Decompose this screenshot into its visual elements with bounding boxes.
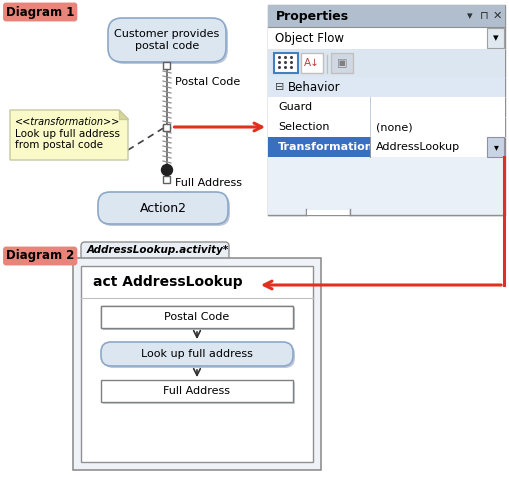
Text: A↓: A↓ — [303, 58, 319, 68]
Text: Diagram 1: Diagram 1 — [6, 6, 74, 19]
Text: ⊓: ⊓ — [479, 11, 488, 21]
Bar — [267, 5, 504, 215]
Bar — [163, 123, 170, 130]
Bar — [300, 53, 322, 73]
FancyBboxPatch shape — [98, 192, 228, 224]
Text: Object Flow: Object Flow — [274, 32, 344, 44]
Bar — [273, 53, 297, 73]
Text: Look up full address: Look up full address — [141, 349, 252, 359]
FancyBboxPatch shape — [108, 18, 225, 62]
Text: ▾: ▾ — [493, 142, 497, 152]
Bar — [267, 49, 504, 77]
Text: act AddressLookup: act AddressLookup — [93, 275, 242, 289]
Bar — [267, 137, 369, 157]
Text: from postal code: from postal code — [15, 140, 103, 150]
Polygon shape — [119, 110, 128, 119]
Text: Full Address: Full Address — [175, 177, 242, 187]
Text: Customer provides
postal code: Customer provides postal code — [114, 29, 219, 51]
Text: Full Address: Full Address — [163, 386, 230, 396]
Text: Guard: Guard — [277, 102, 312, 112]
Text: AddressLookup: AddressLookup — [375, 142, 459, 152]
Bar — [101, 306, 293, 328]
FancyBboxPatch shape — [110, 20, 228, 64]
Text: Action2: Action2 — [139, 202, 186, 215]
Bar — [73, 258, 320, 470]
Bar — [267, 97, 504, 117]
Text: Behavior: Behavior — [288, 80, 340, 94]
Text: Properties: Properties — [275, 10, 349, 22]
FancyBboxPatch shape — [103, 344, 294, 368]
FancyBboxPatch shape — [100, 194, 230, 226]
Text: Postal Code: Postal Code — [175, 77, 240, 87]
Bar — [163, 62, 170, 69]
Bar — [267, 77, 504, 215]
Bar — [101, 306, 293, 328]
Bar — [103, 382, 294, 404]
Text: AddressLookup.activity*: AddressLookup.activity* — [87, 245, 229, 255]
Circle shape — [161, 164, 172, 175]
Bar — [267, 117, 504, 137]
Text: Postal Code: Postal Code — [164, 312, 229, 322]
FancyBboxPatch shape — [101, 342, 293, 366]
Bar — [163, 175, 170, 183]
Bar — [330, 53, 352, 73]
Bar — [369, 137, 486, 157]
Text: ▾: ▾ — [466, 11, 472, 21]
Text: (none): (none) — [375, 122, 412, 132]
Text: ⊟: ⊟ — [274, 82, 284, 92]
Text: ▣: ▣ — [336, 58, 347, 68]
FancyBboxPatch shape — [81, 242, 229, 260]
Bar — [306, 210, 348, 215]
Bar — [267, 5, 504, 27]
Text: Look up full address: Look up full address — [15, 129, 120, 139]
Text: ✕: ✕ — [492, 11, 501, 21]
Bar — [81, 266, 313, 462]
Text: Selection: Selection — [277, 122, 329, 132]
Bar — [486, 137, 503, 157]
Bar — [103, 308, 294, 330]
Bar — [486, 28, 503, 48]
Text: Transformation: Transformation — [277, 142, 373, 152]
Text: ▾: ▾ — [492, 33, 498, 43]
Text: Diagram 2: Diagram 2 — [6, 250, 74, 262]
Bar — [267, 27, 504, 49]
Bar — [101, 380, 293, 402]
Text: <<transformation>>: <<transformation>> — [15, 117, 120, 127]
Bar — [267, 77, 504, 97]
Polygon shape — [10, 110, 128, 160]
